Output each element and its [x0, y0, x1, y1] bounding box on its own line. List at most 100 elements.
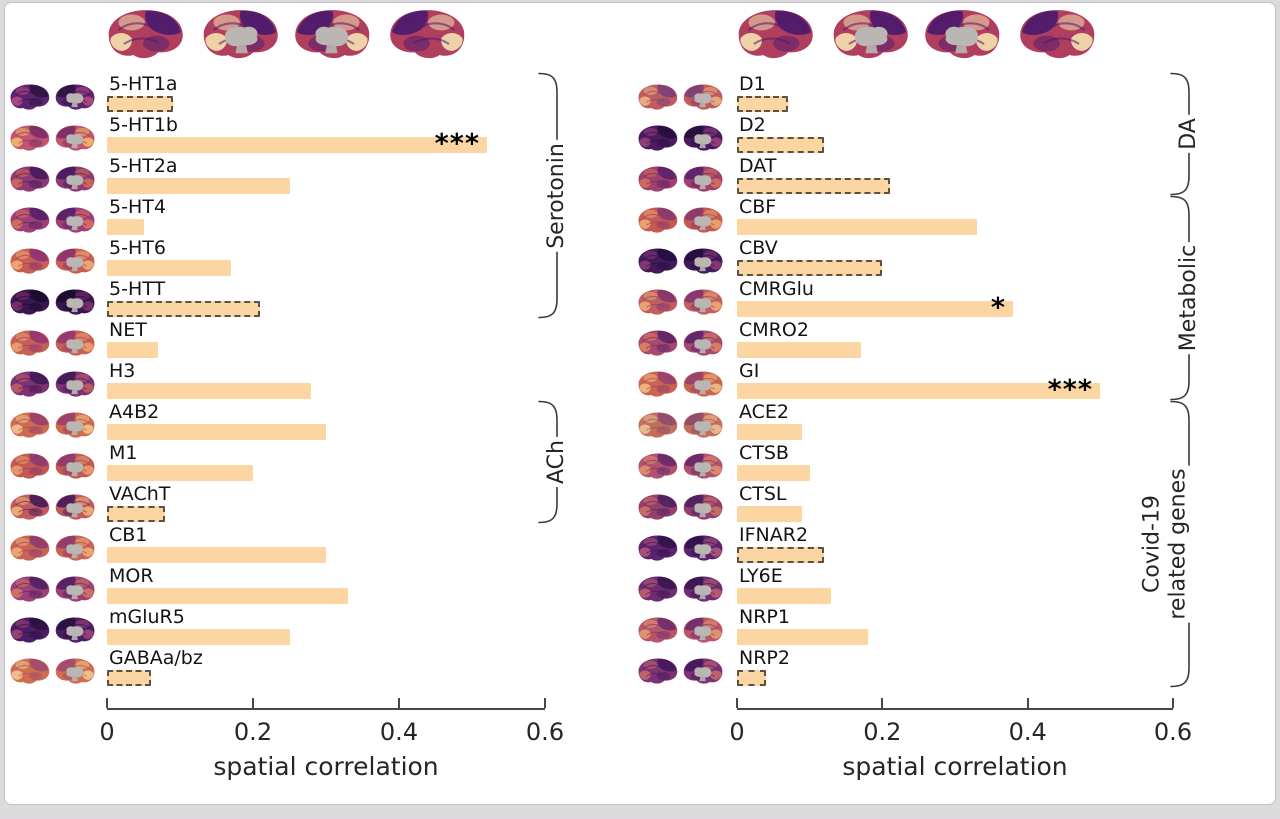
- brain-lateral-icon: [634, 161, 680, 196]
- x-axis-tick-label: 0: [729, 718, 745, 746]
- x-axis-tick-label: 0.4: [379, 718, 419, 746]
- brain-lateral-icon: [634, 612, 680, 647]
- x-axis-label: spatial correlation: [842, 752, 1068, 781]
- brain-lateral-icon: [6, 161, 52, 196]
- brain-medial-icon: [53, 407, 99, 442]
- correlation-bar: [737, 137, 824, 153]
- row-label: DAT: [739, 155, 777, 177]
- brain-medial-icon: [681, 530, 727, 565]
- row-label: VAChT: [109, 483, 171, 505]
- brain-medial-icon: [681, 161, 727, 196]
- row-label: MOR: [109, 565, 154, 587]
- x-axis-tick-label: 0: [99, 718, 115, 746]
- brain-medial-icon: [681, 243, 727, 278]
- brain-lateral-icon: [634, 202, 680, 237]
- brain-lateral-icon: [6, 612, 52, 647]
- correlation-bar: [737, 547, 824, 563]
- brain-medial-icon: [681, 366, 727, 401]
- correlation-bar: [737, 383, 1100, 399]
- row-label: 5-HTT: [109, 278, 166, 300]
- brain-lateral-icon: [6, 284, 52, 319]
- brain-medial-icon: [681, 407, 727, 442]
- brain-lateral-icon: [6, 120, 52, 155]
- brain-map-icon: [290, 4, 378, 62]
- brain-lateral-icon: [634, 243, 680, 278]
- row-label: CBV: [739, 237, 778, 259]
- correlation-bar: [737, 96, 788, 112]
- brain-medial-icon: [53, 161, 99, 196]
- brain-medial-icon: [53, 489, 99, 524]
- brain-medial-icon: [53, 366, 99, 401]
- brain-medial-icon: [681, 284, 727, 319]
- correlation-bar: [107, 424, 326, 440]
- row-label: CMRGlu: [739, 278, 814, 300]
- brain-lateral-icon: [634, 79, 680, 114]
- brain-map-icon: [100, 4, 188, 62]
- brain-medial-icon: [53, 571, 99, 606]
- x-axis-tick-label: 0.6: [525, 718, 565, 746]
- brain-medial-icon: [681, 202, 727, 237]
- significance-stars: ***: [434, 128, 480, 160]
- row-label: ACE2: [739, 401, 790, 423]
- brain-lateral-icon: [634, 489, 680, 524]
- row-label: 5-HT1a: [109, 73, 178, 95]
- x-axis-tick: [881, 698, 884, 708]
- row-label: NET: [109, 319, 147, 341]
- brain-lateral-icon: [6, 653, 52, 688]
- brain-medial-icon: [681, 325, 727, 360]
- brain-medial-icon: [53, 202, 99, 237]
- x-axis-tick-label: 0.6: [1153, 718, 1193, 746]
- brain-lateral-icon: [6, 325, 52, 360]
- row-label: A4B2: [109, 401, 160, 423]
- row-label: CTSL: [739, 483, 787, 505]
- brain-lateral-icon: [634, 284, 680, 319]
- correlation-bar: [107, 137, 487, 153]
- brain-medial-icon: [681, 571, 727, 606]
- correlation-bar: [107, 342, 158, 358]
- row-label: GABAa/bz: [109, 647, 203, 669]
- correlation-bar: [737, 219, 977, 235]
- row-label: 5-HT2a: [109, 155, 178, 177]
- row-label: 5-HT1b: [109, 114, 178, 136]
- correlation-bar: [737, 588, 831, 604]
- brain-lateral-icon: [634, 530, 680, 565]
- x-axis-tick-label: 0.2: [863, 718, 902, 746]
- brain-medial-icon: [53, 653, 99, 688]
- brain-medial-icon: [681, 489, 727, 524]
- row-label: CMRO2: [739, 319, 809, 341]
- group-label: DA: [1174, 115, 1204, 153]
- brain-lateral-icon: [6, 489, 52, 524]
- row-label: CB1: [109, 524, 148, 546]
- brain-medial-icon: [681, 612, 727, 647]
- brain-map-icon: [920, 4, 1008, 62]
- row-label: D1: [739, 73, 766, 95]
- brain-map-icon: [385, 4, 473, 62]
- correlation-bar: [107, 629, 290, 645]
- brain-medial-icon: [53, 120, 99, 155]
- brain-medial-icon: [681, 79, 727, 114]
- brain-medial-icon: [53, 325, 99, 360]
- x-axis: [737, 708, 1173, 710]
- brain-medial-icon: [681, 448, 727, 483]
- row-label: LY6E: [739, 565, 783, 587]
- brain-lateral-icon: [6, 202, 52, 237]
- brain-lateral-icon: [634, 653, 680, 688]
- correlation-bar: [737, 465, 810, 481]
- brain-medial-icon: [681, 120, 727, 155]
- correlation-bar: [107, 588, 348, 604]
- row-label: mGluR5: [109, 606, 185, 628]
- correlation-bar: [107, 506, 165, 522]
- correlation-bar: [107, 96, 173, 112]
- brain-lateral-icon: [634, 325, 680, 360]
- brain-map-icon: [825, 4, 913, 62]
- brain-medial-icon: [681, 653, 727, 688]
- x-axis-tick-label: 0.2: [233, 718, 273, 746]
- brain-medial-icon: [53, 530, 99, 565]
- row-label: NRP2: [739, 647, 790, 669]
- row-label: IFNAR2: [739, 524, 809, 546]
- brain-map-icon: [1015, 4, 1103, 62]
- brain-medial-icon: [53, 243, 99, 278]
- correlation-bar: [107, 547, 326, 563]
- brain-medial-icon: [53, 448, 99, 483]
